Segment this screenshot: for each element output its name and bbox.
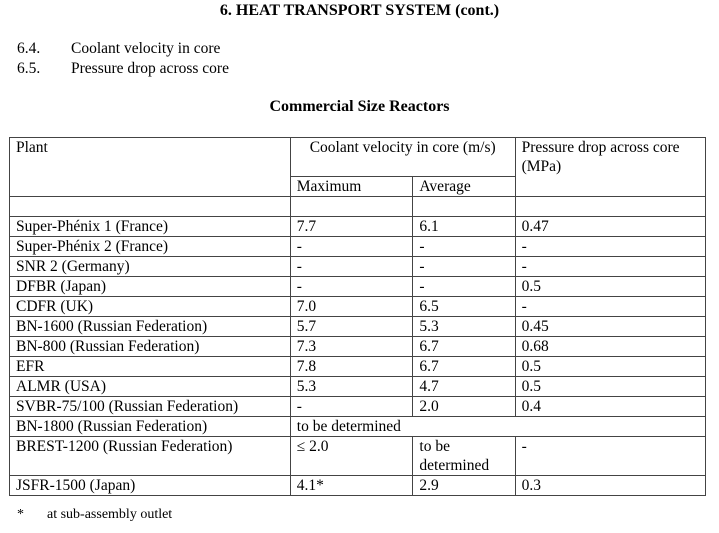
table-row: SNR 2 (Germany) - - - (9, 256, 707, 277)
avg-cell: 6.7 (412, 356, 516, 377)
avg-cell: 6.7 (412, 336, 516, 357)
avg-cell: 2.0 (412, 396, 516, 417)
section-number: 6.5. (17, 60, 41, 77)
section-6-4: 6.4. Coolant velocity in core (17, 40, 220, 58)
avg-cell: - (412, 256, 516, 277)
max-cell: - (289, 276, 414, 297)
header-velocity: Coolant velocity in core (m/s) (289, 137, 516, 177)
avg-cell: 6.1 (412, 216, 516, 237)
pressure-cell: - (514, 236, 707, 257)
pressure-cell: - (514, 436, 707, 476)
plant-cell: CDFR (UK) (9, 296, 291, 317)
header-pressure: Pressure drop across core (MPa) (514, 137, 707, 197)
plant-cell: EFR (9, 356, 291, 377)
table-title: Commercial Size Reactors (269, 98, 450, 115)
pressure-cell: 0.3 (514, 475, 707, 496)
plant-cell: JSFR-1500 (Japan) (9, 475, 291, 496)
max-cell: 7.7 (289, 216, 414, 237)
table-row: JSFR-1500 (Japan) 4.1* 2.9 0.3 (9, 475, 707, 496)
max-cell: - (289, 236, 414, 257)
table-row: DFBR (Japan) - -0.5 (9, 276, 707, 297)
section-number: 6.4. (17, 40, 41, 57)
table-row: BN-800 (Russian Federation) 7.3 6.7 0.68 (9, 336, 707, 357)
avg-cell: 6.5 (412, 296, 516, 317)
avg-cell: 4.7 (412, 376, 516, 397)
max-cell: 7.3 (289, 336, 414, 357)
pressure-cell: 0.5 (514, 376, 707, 397)
max-cell: 4.1* (289, 475, 414, 496)
table-row: ALMR (USA) 5.3 4.7 0.5 (9, 376, 707, 397)
table-row: BN-1800 (Russian Federation) to be deter… (9, 416, 707, 437)
table-row: EFR 7.8 6.7 0.5 (9, 356, 707, 377)
table-row: BN-1600 (Russian Federation) 5.7 5.3 0.45 (9, 316, 707, 337)
plant-cell: ALMR (USA) (9, 376, 291, 397)
section-title: Coolant velocity in core (71, 40, 221, 57)
section-6-5: 6.5. Pressure drop across core (17, 60, 229, 78)
max-cell: 7.0 (289, 296, 414, 317)
plant-cell: SNR 2 (Germany) (9, 256, 291, 277)
max-cell: 7.8 (289, 356, 414, 377)
table-row: Super-Phénix 2 (France) - - - (9, 236, 707, 257)
plant-cell: Super-Phénix 2 (France) (9, 236, 291, 257)
pressure-cell: 0.5 (514, 276, 707, 297)
reactor-table: Plant Coolant velocity in core (m/s) Pre… (9, 137, 707, 496)
plant-cell: BN-1800 (Russian Federation) (9, 416, 291, 437)
plant-cell: SVBR-75/100 (Russian Federation) (9, 396, 291, 417)
tbd-cell: to be determined (289, 416, 707, 437)
pressure-cell: 0.47 (514, 216, 707, 237)
table-row: CDFR (UK) 7.0 6.5- (9, 296, 707, 317)
spacer-row (9, 196, 707, 217)
max-cell: 5.3 (289, 376, 414, 397)
header-maximum: Maximum (289, 176, 414, 197)
max-cell: - (289, 396, 414, 417)
pressure-cell: 0.68 (514, 336, 707, 357)
footnote: * at sub-assembly outlet (17, 507, 172, 523)
plant-cell: BREST-1200 (Russian Federation) (9, 436, 291, 476)
header-average: Average (412, 176, 516, 197)
pressure-cell: 0.4 (514, 396, 707, 417)
max-cell: 5.7 (289, 316, 414, 337)
pressure-cell: - (514, 296, 707, 317)
table-row: BREST-1200 (Russian Federation) ≤ 2.0 to… (9, 436, 707, 476)
header-plant: Plant (9, 137, 291, 197)
plant-cell: BN-1600 (Russian Federation) (9, 316, 291, 337)
plant-cell: DFBR (Japan) (9, 276, 291, 297)
pressure-cell: 0.5 (514, 356, 707, 377)
avg-cell: - (412, 276, 516, 297)
pressure-cell: - (514, 256, 707, 277)
avg-cell: to be determined (412, 436, 516, 476)
table-row: SVBR-75/100 (Russian Federation) -2.0 0.4 (9, 396, 707, 417)
page-heading: 6. HEAT TRANSPORT SYSTEM (cont.) (219, 2, 500, 19)
avg-cell: 5.3 (412, 316, 516, 337)
plant-cell: Super-Phénix 1 (France) (9, 216, 291, 237)
section-title: Pressure drop across core (71, 60, 229, 77)
plant-cell: BN-800 (Russian Federation) (9, 336, 291, 357)
max-cell: - (289, 256, 414, 277)
footnote-mark: * (17, 507, 24, 522)
avg-cell: - (412, 236, 516, 257)
pressure-cell: 0.45 (514, 316, 707, 337)
max-cell: ≤ 2.0 (289, 436, 414, 476)
footnote-text: at sub-assembly outlet (47, 507, 173, 522)
avg-cell: 2.9 (412, 475, 516, 496)
table-row: Super-Phénix 1 (France) 7.7 6.1 0.47 (9, 216, 707, 237)
